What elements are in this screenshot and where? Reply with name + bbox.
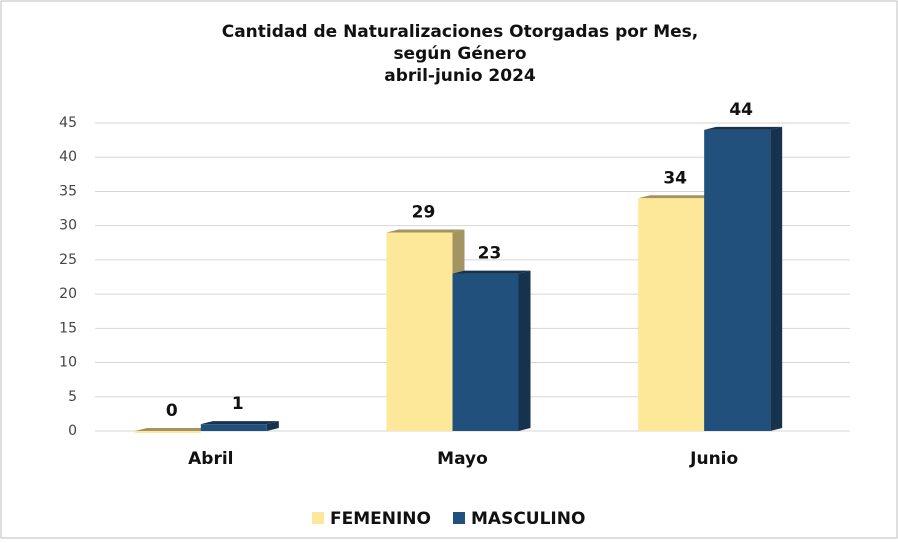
x-tick-label: Junio bbox=[689, 449, 738, 469]
bar-side bbox=[518, 270, 531, 431]
y-tick-label: 10 bbox=[59, 355, 77, 371]
y-tick-label: 30 bbox=[59, 218, 77, 234]
bar-side bbox=[266, 421, 279, 431]
value-label: 0 bbox=[166, 401, 178, 421]
legend-swatch bbox=[453, 512, 465, 524]
y-tick-label: 0 bbox=[68, 423, 77, 439]
x-tick-label: Abril bbox=[188, 449, 233, 469]
bar-top bbox=[638, 195, 717, 199]
chart-title: abril-junio 2024 bbox=[384, 66, 536, 86]
legend-label: FEMENINO bbox=[330, 509, 431, 529]
chart-title: según Género bbox=[393, 44, 526, 64]
y-tick-label: 15 bbox=[59, 320, 77, 336]
bar bbox=[704, 129, 771, 431]
legend-swatch bbox=[312, 512, 324, 524]
bar bbox=[134, 431, 201, 433]
legend-label: MASCULINO bbox=[471, 509, 585, 529]
x-tick-label: Mayo bbox=[437, 449, 488, 469]
bar bbox=[638, 198, 705, 431]
value-label: 29 bbox=[412, 203, 436, 223]
bar-top bbox=[704, 126, 783, 130]
y-tick-label: 35 bbox=[59, 183, 77, 199]
value-label: 44 bbox=[729, 100, 753, 120]
bar-side bbox=[770, 126, 783, 431]
bar bbox=[200, 424, 267, 431]
value-label: 34 bbox=[663, 168, 687, 188]
y-tick-label: 20 bbox=[59, 286, 77, 302]
y-tick-label: 5 bbox=[68, 389, 77, 405]
value-label: 23 bbox=[478, 244, 502, 264]
y-tick-label: 25 bbox=[59, 252, 77, 268]
bar-top bbox=[452, 270, 531, 274]
bar-top bbox=[134, 428, 213, 431]
value-label: 1 bbox=[232, 394, 244, 414]
bar-top bbox=[200, 421, 279, 425]
chart-title: Cantidad de Naturalizaciones Otorgadas p… bbox=[222, 22, 699, 42]
bar-top bbox=[386, 229, 465, 233]
bar bbox=[386, 232, 453, 431]
bar bbox=[452, 273, 519, 431]
y-tick-label: 40 bbox=[59, 149, 77, 165]
y-tick-label: 45 bbox=[59, 115, 77, 131]
